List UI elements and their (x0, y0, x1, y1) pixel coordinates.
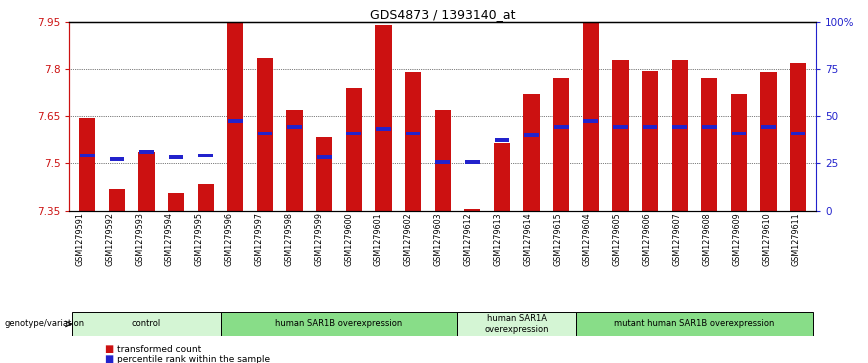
Bar (495, 138, 510, 142)
Text: GSM1279596: GSM1279596 (225, 212, 233, 266)
Bar (199, 154, 213, 158)
Bar (791, 131, 806, 135)
Text: GSM1279594: GSM1279594 (165, 212, 174, 266)
Bar (286, 110, 303, 211)
Text: ■: ■ (104, 344, 114, 354)
Bar (642, 125, 657, 129)
Bar (760, 72, 777, 211)
Bar (701, 78, 718, 211)
Text: GSM1279597: GSM1279597 (254, 212, 264, 266)
Bar (72, 312, 220, 336)
Text: transformed count: transformed count (117, 345, 201, 354)
Bar (436, 160, 450, 164)
Text: ■: ■ (104, 354, 114, 363)
Bar (80, 154, 95, 158)
Bar (553, 78, 569, 211)
Bar (576, 312, 813, 336)
Bar (258, 131, 273, 135)
Bar (642, 70, 658, 211)
Bar (345, 88, 362, 211)
Title: GDS4873 / 1393140_at: GDS4873 / 1393140_at (370, 8, 516, 21)
Bar (732, 131, 746, 135)
Bar (405, 131, 420, 135)
Text: GSM1279595: GSM1279595 (194, 212, 204, 266)
Text: human SAR1A
overexpression: human SAR1A overexpression (484, 314, 549, 334)
Text: GSM1279593: GSM1279593 (135, 212, 144, 266)
Text: GSM1279610: GSM1279610 (762, 212, 771, 266)
Bar (583, 119, 598, 123)
Bar (613, 125, 628, 129)
Bar (672, 60, 687, 211)
Text: GSM1279613: GSM1279613 (493, 212, 503, 266)
Text: GSM1279607: GSM1279607 (673, 212, 681, 266)
Text: GSM1279599: GSM1279599 (314, 212, 323, 266)
Bar (109, 157, 124, 160)
Text: GSM1279606: GSM1279606 (642, 212, 652, 266)
Text: mutant human SAR1B overexpression: mutant human SAR1B overexpression (615, 319, 774, 329)
Bar (761, 125, 776, 129)
Bar (376, 127, 391, 131)
Bar (464, 209, 481, 211)
Bar (139, 150, 154, 154)
Text: GSM1279604: GSM1279604 (583, 212, 592, 266)
Bar (702, 125, 717, 129)
Text: GSM1279608: GSM1279608 (702, 212, 712, 266)
Bar (168, 193, 184, 211)
Bar (79, 118, 95, 211)
Text: GSM1279592: GSM1279592 (105, 212, 115, 266)
Text: GSM1279611: GSM1279611 (792, 212, 801, 266)
Bar (198, 184, 214, 211)
Bar (612, 60, 628, 211)
Text: GSM1279612: GSM1279612 (464, 212, 472, 266)
Bar (220, 312, 457, 336)
Bar (435, 110, 450, 211)
Bar (375, 25, 391, 211)
Bar (346, 131, 361, 135)
Bar (731, 94, 747, 211)
Text: GSM1279603: GSM1279603 (434, 212, 443, 266)
Text: control: control (132, 319, 161, 329)
Bar (494, 143, 510, 211)
Text: GSM1279609: GSM1279609 (733, 212, 741, 266)
Bar (108, 188, 125, 211)
Bar (465, 160, 480, 164)
Bar (227, 20, 243, 211)
Text: human SAR1B overexpression: human SAR1B overexpression (275, 319, 403, 329)
Bar (287, 125, 302, 129)
Bar (168, 155, 183, 159)
Bar (523, 94, 540, 211)
Text: GSM1279614: GSM1279614 (523, 212, 532, 266)
Bar (524, 133, 539, 137)
Text: percentile rank within the sample: percentile rank within the sample (117, 355, 270, 363)
Bar (673, 125, 687, 129)
Text: GSM1279602: GSM1279602 (404, 212, 413, 266)
Text: GSM1279605: GSM1279605 (613, 212, 621, 266)
Bar (228, 119, 243, 123)
Text: GSM1279598: GSM1279598 (285, 212, 293, 266)
Text: GSM1279601: GSM1279601 (374, 212, 383, 266)
Bar (257, 58, 273, 211)
Bar (138, 152, 155, 211)
Bar (457, 312, 576, 336)
Text: GSM1279591: GSM1279591 (76, 212, 84, 266)
Text: genotype/variation: genotype/variation (4, 319, 84, 329)
Text: GSM1279615: GSM1279615 (553, 212, 562, 266)
Bar (316, 136, 332, 211)
Bar (790, 63, 806, 211)
Text: GSM1279600: GSM1279600 (344, 212, 353, 266)
Bar (404, 72, 421, 211)
Bar (554, 125, 569, 129)
Bar (317, 155, 332, 159)
Bar (582, 20, 599, 211)
